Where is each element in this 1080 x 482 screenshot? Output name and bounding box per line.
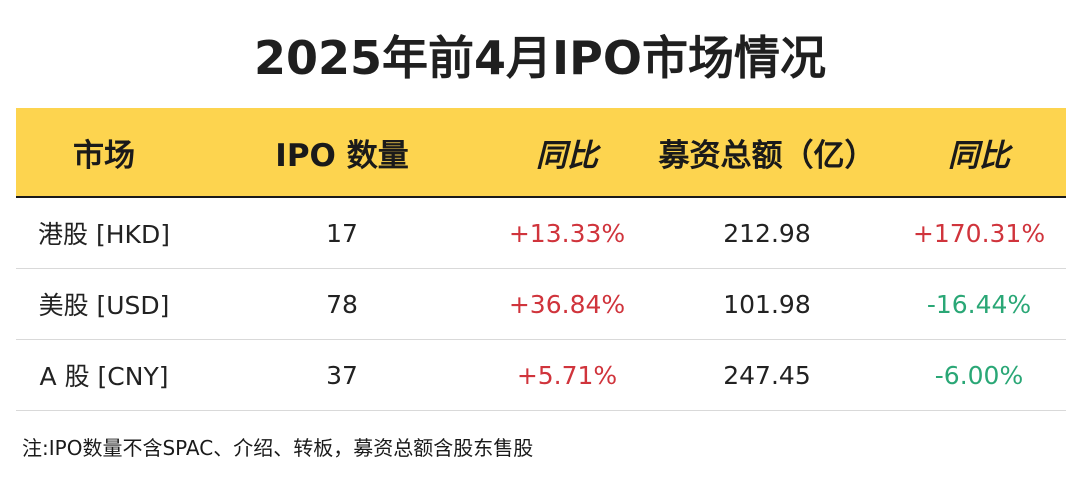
row-count-yoy: +13.33% — [508, 218, 626, 248]
row-count-yoy: +36.84% — [508, 289, 626, 319]
row-amount-yoy: -6.00% — [934, 360, 1024, 390]
ipo-market-table: 市场 IPO 数量 同比 募资总额（亿） 同比 港股 [HKD] 17 +13.… — [16, 108, 1066, 411]
header-amount-yoy: 同比 — [948, 137, 1010, 174]
row-ipo-count: 17 — [326, 218, 358, 248]
row-market: 港股 [HKD] — [38, 220, 170, 249]
header-market: 市场 — [73, 137, 135, 174]
row-raised-amount: 212.98 — [723, 218, 811, 248]
row-ipo-count: 78 — [326, 289, 358, 319]
table-row: 美股 [USD] 78 +36.84% 101.98 -16.44% — [16, 269, 1066, 340]
footnote: 注:IPO数量不含SPAC、介绍、转板，募资总额含股东售股 — [22, 436, 534, 460]
row-ipo-count: 37 — [326, 360, 358, 390]
page-title: 2025年前4月IPO市场情况 — [254, 31, 826, 85]
row-raised-amount: 247.45 — [723, 360, 811, 390]
header-count-yoy: 同比 — [536, 137, 598, 174]
row-count-yoy: +5.71% — [516, 360, 618, 390]
header-raised-amount: 募资总额（亿） — [658, 137, 876, 174]
table-row: 港股 [HKD] 17 +13.33% 212.98 +170.31% — [16, 198, 1066, 269]
header-ipo-count: IPO 数量 — [275, 137, 409, 174]
table-row: A 股 [CNY] 37 +5.71% 247.45 -6.00% — [16, 340, 1066, 411]
row-amount-yoy: +170.31% — [912, 218, 1046, 248]
row-market: A 股 [CNY] — [39, 362, 169, 391]
row-amount-yoy: -16.44% — [926, 289, 1032, 319]
row-raised-amount: 101.98 — [723, 289, 811, 319]
table-header: 市场 IPO 数量 同比 募资总额（亿） 同比 — [16, 108, 1066, 198]
row-market: 美股 [USD] — [38, 291, 170, 320]
